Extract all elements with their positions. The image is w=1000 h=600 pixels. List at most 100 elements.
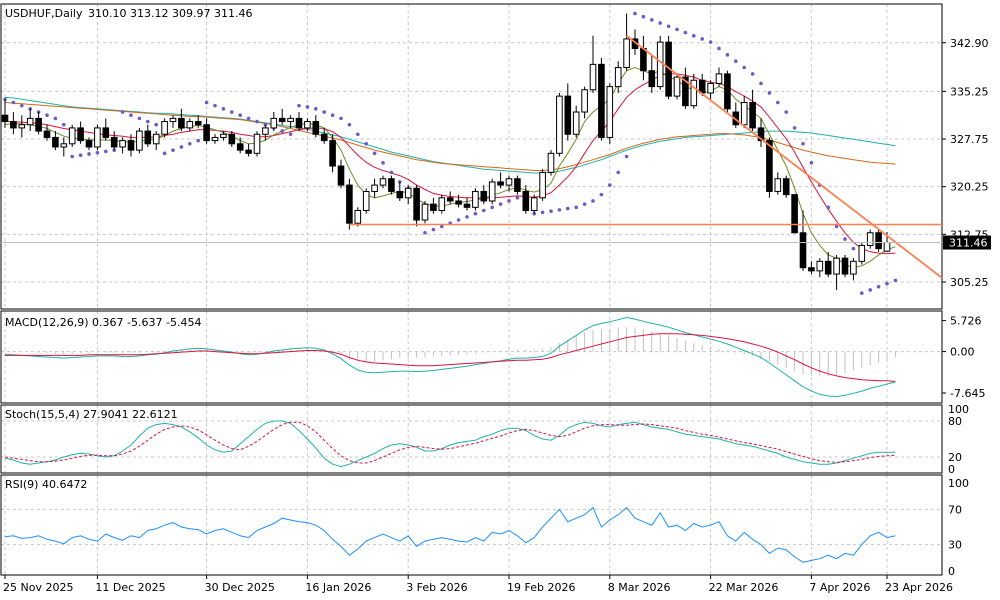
macd-tick-label: 5.726 (950, 315, 982, 328)
candle (446, 191, 454, 205)
candle (245, 143, 252, 157)
candle-body-bear (497, 181, 504, 186)
candle (329, 134, 336, 173)
sar-dot (885, 281, 889, 286)
sar-dot (876, 284, 881, 289)
rsi-pane[interactable]: RSI(9) 40.6472 100 70 30 0 (0, 474, 969, 578)
candle (816, 258, 824, 278)
candle (866, 229, 874, 249)
rsi-tick-label: 0 (948, 565, 955, 578)
candle-body-bull (26, 117, 34, 126)
candle-body-bear (396, 190, 404, 199)
current-price-box (943, 235, 991, 250)
sar-dot (851, 246, 856, 251)
candle (421, 200, 429, 224)
candle-body-bull (161, 121, 168, 135)
candle-body-bull (656, 41, 664, 88)
candle-body-bull (119, 140, 126, 148)
sar-dot (204, 100, 209, 105)
candle-body-bull (715, 73, 723, 84)
candle (581, 86, 588, 119)
candle (715, 67, 723, 87)
macd-pane[interactable]: MACD(12,26,9) 0.367 -5.637 -5.454 5.726 0… (0, 310, 985, 404)
sar-dot (314, 107, 318, 111)
candle (161, 118, 168, 138)
candle (220, 131, 227, 141)
date-tick-label: 23 Apr 2026 (885, 581, 953, 594)
candle (110, 131, 118, 151)
sar-dot (540, 210, 545, 215)
main-price-pane[interactable]: USDHUF,Daily 310.10 313.12 309.97 311.46… (0, 3, 991, 310)
stoch-tick-label: 20 (948, 451, 962, 464)
candle (841, 254, 849, 278)
candle-body-bull (581, 89, 588, 113)
sar-dot (759, 81, 763, 86)
date-tick-label: 30 Dec 2025 (205, 581, 275, 594)
sar-dot (36, 110, 41, 114)
sar-dot (456, 218, 461, 222)
stochastic-lines (4, 420, 896, 468)
sar-dot (356, 132, 360, 137)
chart-grid (1, 4, 942, 575)
rsi-line (4, 506, 896, 563)
current-price-marker: 311.46 (943, 235, 991, 250)
candle-body-bear (329, 140, 336, 167)
candle-body-bull (833, 257, 840, 275)
candle (749, 89, 756, 132)
macd-histogram (4, 327, 896, 377)
trendline-annotations[interactable] (349, 35, 943, 279)
macd-label: MACD(12,26,9) 0.367 -5.637 -5.454 (5, 316, 201, 329)
candle (858, 242, 866, 265)
sar-dot (45, 113, 49, 117)
candle (766, 137, 773, 198)
candle (169, 115, 177, 128)
candle-body-bear (278, 117, 286, 123)
candle (152, 131, 160, 151)
sar-dot (53, 116, 58, 121)
candle (673, 73, 681, 100)
sar-dot (213, 103, 217, 108)
candle-body-bull (362, 190, 370, 212)
sar-dot (591, 199, 595, 203)
price-tick-label: 342.90 (950, 37, 989, 50)
sar-dot (364, 141, 369, 146)
candle-body-bear (127, 140, 135, 151)
candle-body-bull (287, 117, 294, 123)
downtrend-line[interactable] (626, 35, 943, 279)
candle-body-bear (35, 117, 42, 132)
candle-body-bull (211, 136, 219, 142)
candle-body-bear (236, 143, 244, 151)
sar-dot (515, 196, 520, 200)
candle (497, 172, 504, 189)
sar-dot (608, 183, 612, 187)
sar-dot (675, 27, 679, 32)
sar-dot (146, 119, 150, 124)
candle (312, 115, 320, 138)
candle-body-bull (186, 121, 194, 129)
rsi-axis-ticks: 100 70 30 0 (948, 477, 969, 578)
sar-dot (188, 141, 192, 146)
candle (295, 112, 303, 132)
candle-body-bear (799, 232, 807, 269)
sar-dot (717, 46, 721, 51)
sar-dot (742, 65, 746, 70)
candle-body-bear (10, 121, 17, 129)
sar-dot (801, 141, 805, 146)
date-tick-label: 16 Jan 2026 (305, 581, 371, 594)
sar-dot (372, 151, 377, 156)
candle-body-bear (648, 70, 656, 88)
sar-dot (238, 113, 242, 117)
stoch-tick-label: 100 (948, 403, 969, 416)
sar-dot (582, 202, 587, 206)
candle-body-bear (337, 165, 345, 186)
macd-axis-ticks: 5.726 0.00 -7.645 (942, 315, 985, 400)
sar-dot (708, 40, 713, 44)
candle (186, 118, 194, 132)
sar-dot (868, 288, 872, 292)
candle (690, 73, 698, 109)
candle-body-bull (623, 38, 630, 69)
sar-dot (330, 113, 335, 117)
